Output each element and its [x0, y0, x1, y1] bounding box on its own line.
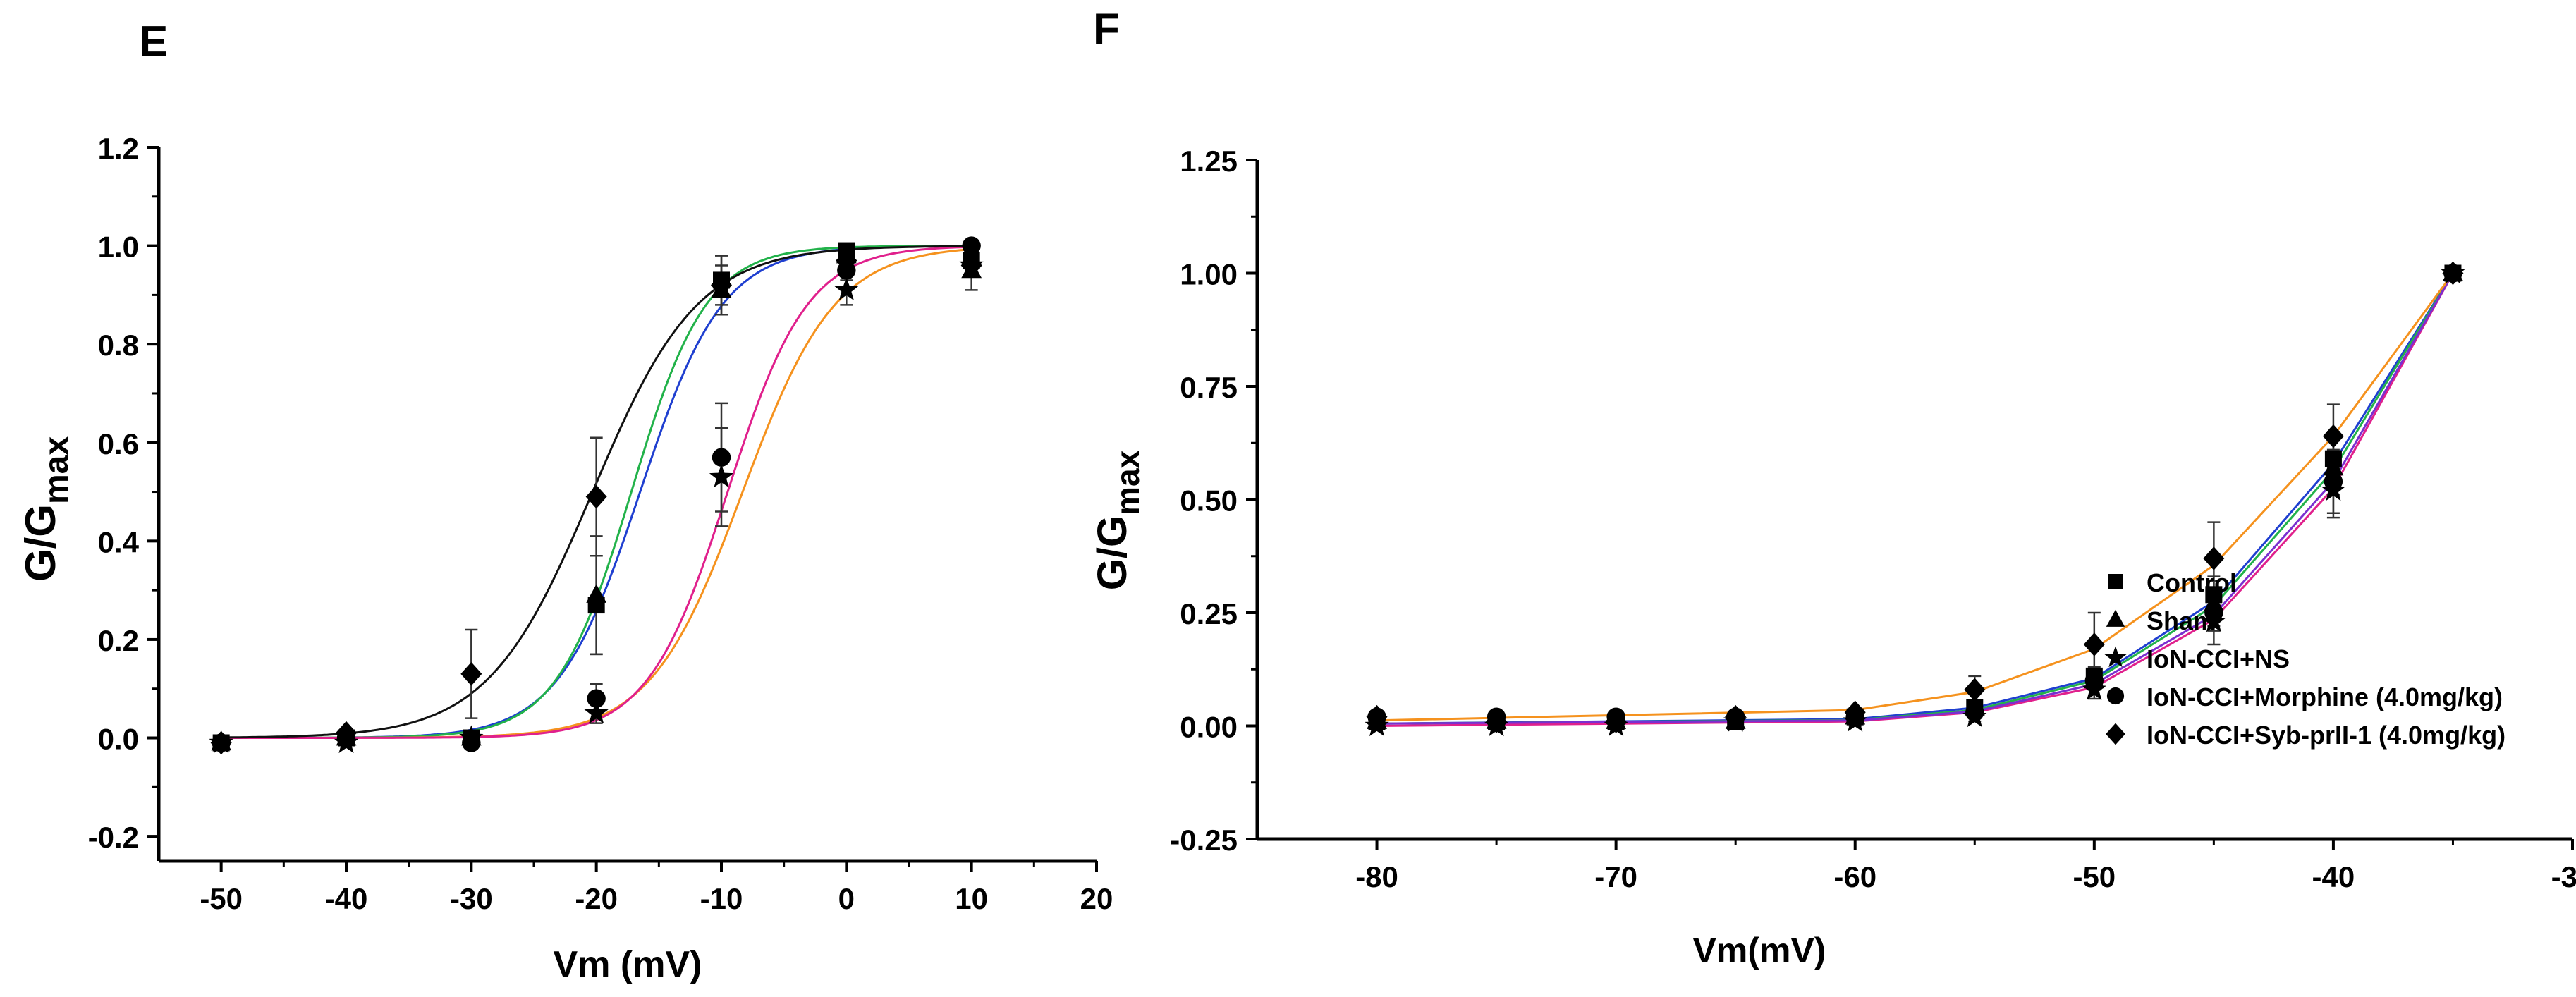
panel-e-y-tick-label: 0.4 — [98, 525, 140, 558]
legend-square-icon — [2108, 574, 2123, 589]
panel-e-y-tick-label: 0.2 — [98, 624, 139, 657]
panel-e-points — [209, 236, 984, 755]
panel-e-data-point-circle — [587, 689, 606, 708]
legend-label: Sham — [2147, 606, 2216, 635]
panel-e-data-point-circle — [462, 733, 481, 752]
panel-f-data-point-diamond — [2203, 546, 2225, 570]
panel-f-x-tick-label: -60 — [1833, 860, 1876, 893]
panel-f-data-point-diamond — [2442, 261, 2464, 286]
legend-label: IoN-CCI+Morphine (4.0mg/kg) — [2147, 683, 2503, 711]
panel-e-x-tick-label: -30 — [450, 882, 493, 915]
panel-f-x-tick-label: -40 — [2312, 860, 2355, 893]
panel-e-data-point-circle — [962, 236, 981, 255]
panel-f-y-tick-label: 1.00 — [1180, 258, 1238, 291]
panel-f-data-point-diamond — [2322, 424, 2344, 448]
panel-e-y-tick-label: 1.0 — [98, 231, 139, 264]
panel-f-y-ticks: -0.25 0.00 0.25 0.50 0.75 1.00 1.25 — [1170, 145, 1257, 857]
panel-e-y-tick-label: 0.8 — [98, 329, 139, 362]
panel-e-y-tick-label: 0.0 — [98, 723, 139, 756]
panel-e-axes — [157, 147, 1097, 863]
legend-circle-icon — [2106, 687, 2125, 705]
panel-f-data-point-diamond — [1844, 700, 1866, 725]
panel-f-x-tick-label: -80 — [1355, 860, 1398, 893]
panel-f-fit-line — [1376, 272, 2454, 722]
panel-e-y-tick-label: 0.6 — [98, 427, 139, 460]
panel-f-data-point-diamond — [1725, 704, 1747, 729]
panel-f-legend: Control Sham IoN-CCI+NS IoN-CCI+Morphine (4… — [2104, 568, 2505, 750]
panel-f-y-tick-label: 0.25 — [1180, 597, 1238, 630]
panel-e-y-tick-label: -0.2 — [88, 821, 139, 854]
panel-f-points — [1365, 260, 2465, 737]
panel-e-y-label-sub: max — [38, 436, 75, 504]
panel-e-y-tick-label: 1.2 — [98, 132, 139, 165]
panel-f-y-tick-label: 0.75 — [1180, 371, 1238, 404]
panel-e-y-axis-label: G/Gmax — [17, 436, 75, 582]
panel-f-fit-line — [1376, 272, 2454, 725]
panel-f-data-point-circle — [2084, 671, 2104, 690]
panel-e-x-tick-label: -20 — [575, 882, 618, 915]
chart-panel-f: F -0.25 0.00 0.25 0.50 0.75 1.00 1.25 -80 -70 -6… — [1089, 5, 2576, 970]
panel-e-x-tick-label: 0 — [838, 882, 855, 915]
panel-e-data-point-diamond — [210, 730, 232, 755]
legend-label: IoN-CCI+NS — [2147, 644, 2290, 673]
panel-f-fit-line — [1376, 272, 2454, 727]
panel-f-y-tick-label: 1.25 — [1180, 145, 1238, 178]
panel-f-data-point-circle — [2324, 472, 2343, 491]
panel-f-y-tick-label: -0.25 — [1170, 824, 1238, 857]
panel-f-x-axis-label: Vm(mV) — [1693, 931, 1826, 970]
panel-f-data-point-diamond — [1605, 709, 1627, 733]
panel-e-data-point-diamond — [585, 484, 607, 509]
panel-f-y-tick-label: 0.50 — [1180, 484, 1238, 518]
panel-e-x-tick-label: 10 — [955, 882, 988, 915]
panel-f-fit-line — [1376, 272, 2454, 725]
panel-f-y-label-main: G/G — [1089, 515, 1135, 590]
panel-e-data-point-circle — [712, 448, 731, 467]
panel-e-x-axis-label: Vm (mV) — [554, 944, 702, 985]
panel-f-x-tick-label: -30 — [2551, 860, 2576, 893]
panel-f-data-point-circle — [1965, 703, 1984, 722]
panel-e-x-tick-label: -40 — [325, 882, 368, 915]
panel-e-y-label-main: G/G — [17, 504, 64, 582]
panel-e-x-tick-label: -50 — [200, 882, 243, 915]
panel-e-data-point-diamond — [336, 721, 357, 745]
legend-star-icon — [2104, 646, 2127, 668]
panel-f-fit-line — [1376, 272, 2454, 725]
panel-f-y-axis-label: G/Gmax — [1089, 450, 1146, 590]
panel-e-data-point-triangle — [586, 584, 607, 603]
panel-e-data-point-star — [834, 277, 859, 300]
panel-f-y-tick-label: 0.00 — [1180, 711, 1238, 744]
panel-f-data-point-diamond — [1964, 678, 1986, 702]
panel-e-data-point-diamond — [960, 253, 982, 278]
legend-triangle-icon — [2106, 609, 2125, 627]
panel-f-x-tick-label: -50 — [2073, 860, 2116, 893]
panel-e-data-point-diamond — [836, 248, 857, 273]
legend-label: Control — [2147, 568, 2237, 597]
chart-panel-e: E -0.2 0.0 0.2 0.4 0.6 0.8 1.0 1.2 -50 -40 -30 -20… — [17, 18, 1113, 985]
panel-f-letter: F — [1093, 5, 1120, 54]
panel-f-data-point-diamond — [1366, 704, 1388, 729]
panel-e-x-tick-label: 20 — [1080, 882, 1113, 915]
panel-f-x-ticks: -80 -70 -60 -50 -40 -30 — [1355, 839, 2576, 893]
legend-diamond-icon — [2106, 723, 2125, 745]
panel-f-x-tick-label: -70 — [1594, 860, 1637, 893]
panel-e-data-point-diamond — [711, 273, 732, 298]
panel-f-fit-curves — [1376, 272, 2454, 727]
panel-e-x-tick-label: -10 — [700, 882, 743, 915]
panel-f-data-point-diamond — [1486, 709, 1508, 733]
panel-f-data-point-circle — [2204, 603, 2223, 623]
panel-e-data-point-star — [584, 700, 609, 724]
panel-e-x-ticks: -50 -40 -30 -20 -10 0 10 20 — [200, 861, 1113, 915]
panel-e-letter: E — [139, 18, 168, 66]
panel-e-y-ticks: -0.2 0.0 0.2 0.4 0.6 0.8 1.0 1.2 — [88, 132, 159, 854]
panel-f-data-point-triangle — [2323, 456, 2344, 476]
panel-e-data-point-diamond — [460, 661, 482, 686]
panel-e-data-point-star — [709, 464, 734, 488]
panel-f-y-label-sub: max — [1109, 450, 1146, 515]
legend-label: IoN-CCI+Syb-prII-1 (4.0mg/kg) — [2147, 721, 2505, 750]
panel-f-data-point-diamond — [2083, 632, 2105, 656]
